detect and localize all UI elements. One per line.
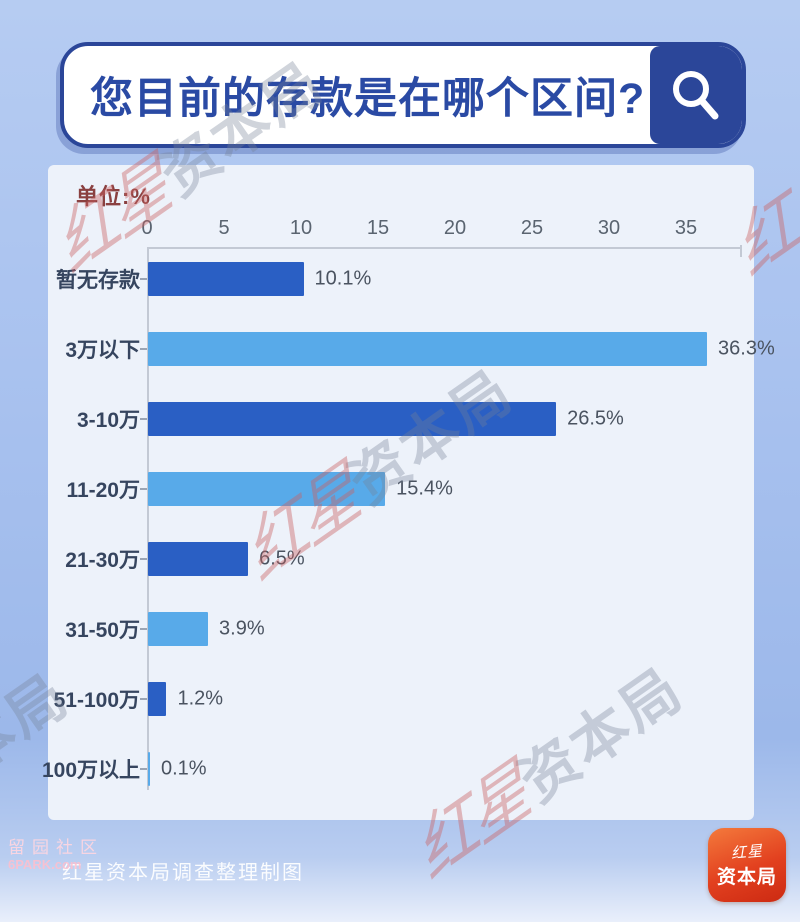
category-label: 3-10万 xyxy=(76,409,140,432)
title-banner: 您目前的存款是在哪个区间? xyxy=(60,42,746,148)
value-label: 10.1% xyxy=(314,267,372,290)
value-label: 0.1% xyxy=(161,757,207,780)
category-tick-mark xyxy=(140,278,147,280)
x-axis-tick-label: 0 xyxy=(141,217,153,239)
category-tick-mark xyxy=(140,628,147,630)
value-label: 15.4% xyxy=(396,477,453,500)
unit-label: 单位:% xyxy=(76,184,151,209)
category-tick-mark xyxy=(140,768,147,770)
category-label: 11-20万 xyxy=(66,479,140,502)
value-label: 6.5% xyxy=(259,547,305,570)
bar-51-100万 xyxy=(148,682,167,716)
bar-3万以下 xyxy=(148,332,708,366)
bar-11-20万 xyxy=(148,472,386,506)
credit-text: 红星资本局调查整理制图 xyxy=(62,862,304,884)
category-label: 21-30万 xyxy=(65,549,140,572)
bar-31-50万 xyxy=(148,612,209,646)
category-tick-mark xyxy=(140,698,147,700)
x-axis-line xyxy=(147,247,740,249)
brand-logo-line2: 资本局 xyxy=(716,867,777,888)
x-axis-tick-label: 35 xyxy=(674,217,698,239)
x-axis-tick-label: 20 xyxy=(443,217,467,239)
value-label: 36.3% xyxy=(718,337,775,360)
value-label: 3.9% xyxy=(219,617,265,640)
category-tick-mark xyxy=(140,488,147,490)
x-axis-tick-label: 10 xyxy=(289,217,313,239)
brand-logo: 红星 资本局 xyxy=(708,828,786,902)
magnifier-icon xyxy=(673,71,719,120)
bar-21-30万 xyxy=(148,542,249,576)
category-label: 暂无存款 xyxy=(56,269,140,292)
site-watermark-line2: 6PARK.com xyxy=(8,856,82,872)
category-tick-mark xyxy=(140,418,147,420)
search-icon-box xyxy=(650,46,742,144)
chart-panel: 单位:% 0 5 10 15 20 25 30 35 暂无存款 10.1% 3万以下 36.3% 3-1… xyxy=(42,165,775,820)
category-tick-mark xyxy=(140,558,147,560)
site-watermark-line1: 留园社区 xyxy=(8,838,104,857)
y-axis-line xyxy=(147,247,149,790)
site-watermark: 留园社区 6PARK.com xyxy=(8,838,104,872)
category-label: 51-100万 xyxy=(53,689,140,712)
page-title: 您目前的存款是在哪个区间? xyxy=(90,75,646,123)
category-label: 100万以上 xyxy=(42,759,141,782)
value-label: 26.5% xyxy=(567,407,624,430)
value-label: 1.2% xyxy=(177,687,224,710)
x-axis-tick-label: 30 xyxy=(597,217,621,239)
category-label: 3万以下 xyxy=(65,339,140,362)
category-tick-mark xyxy=(140,348,147,350)
x-axis-tick-label: 25 xyxy=(520,217,544,239)
x-axis-end-tick xyxy=(739,245,742,257)
category-label: 31-50万 xyxy=(65,619,140,642)
x-axis-tick-label: 5 xyxy=(218,217,230,239)
bar-暂无存款 xyxy=(148,262,304,296)
bar-3-10万 xyxy=(148,402,557,436)
x-axis-tick-label: 15 xyxy=(366,217,390,239)
brand-logo-line1: 红星 xyxy=(730,842,764,863)
bar-100万以上 xyxy=(148,752,150,786)
